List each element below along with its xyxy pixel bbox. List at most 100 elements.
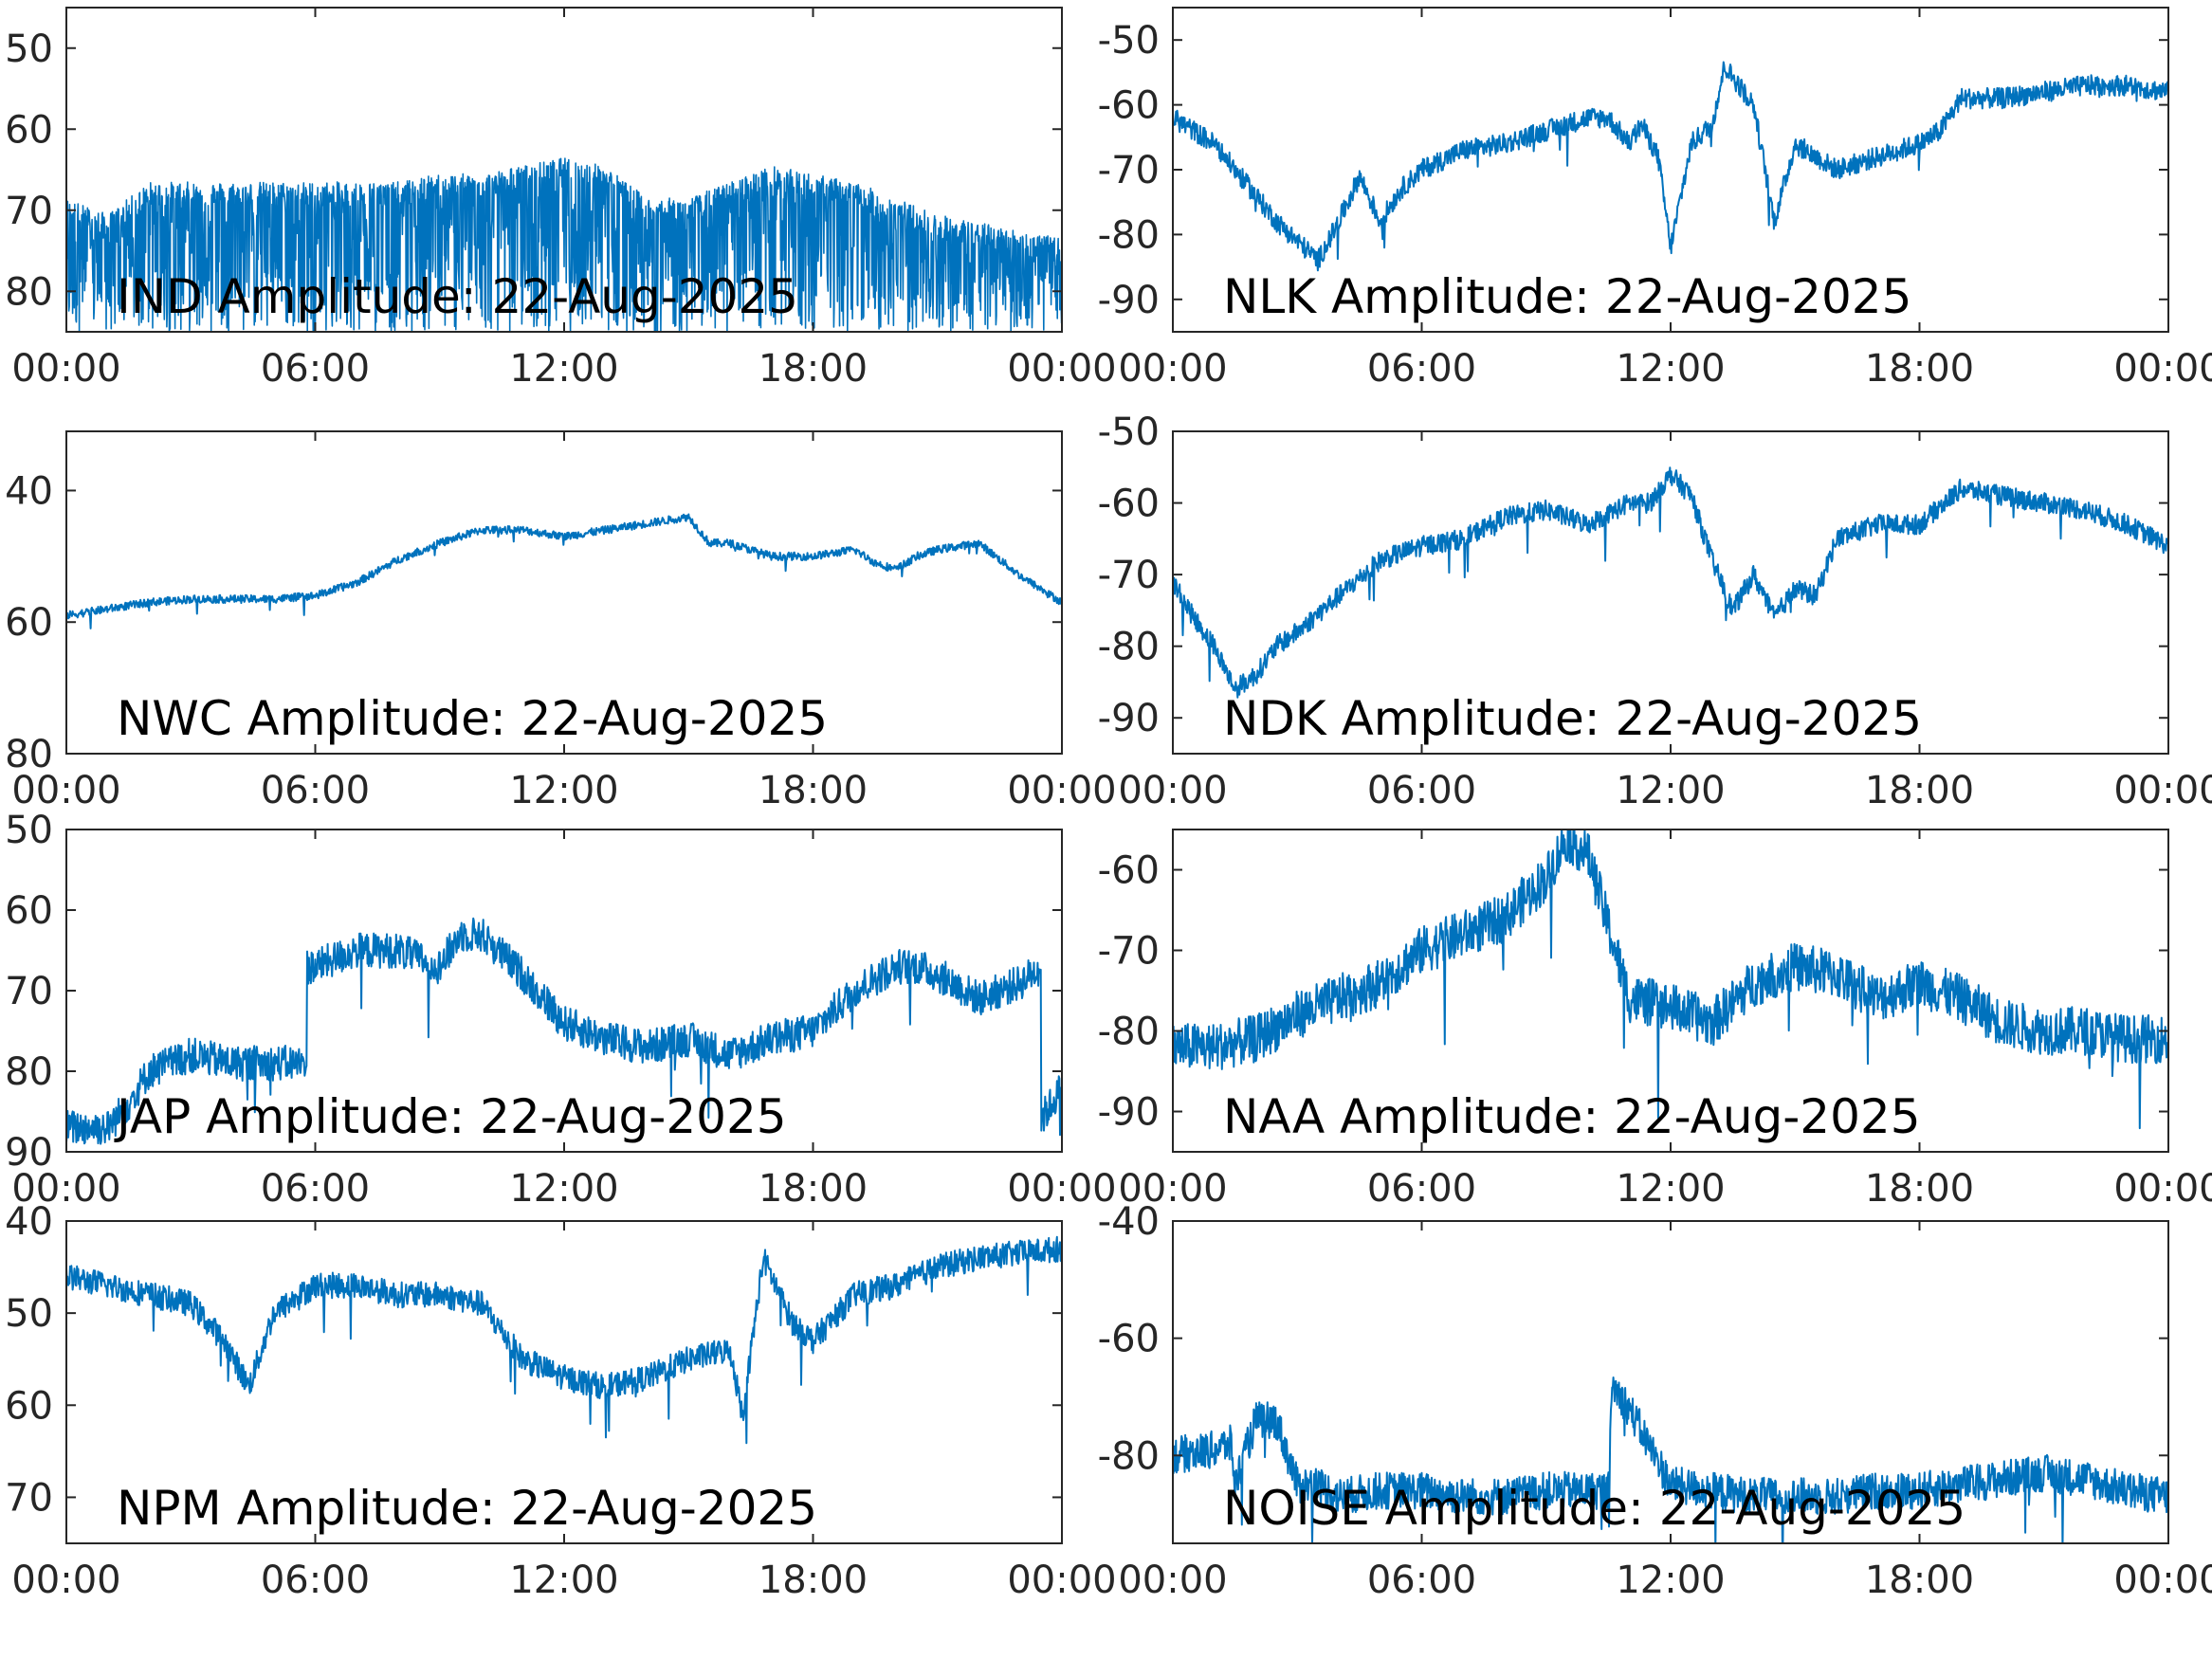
y-tick-label: 80 (5, 1050, 53, 1094)
y-tick-label: 70 (5, 1476, 53, 1520)
y-tick-label: 80 (5, 733, 53, 776)
x-tick-label: 06:00 (261, 1167, 370, 1211)
x-tick-label: 18:00 (1865, 769, 1974, 812)
x-tick-label: 00:00 (1118, 1167, 1227, 1211)
x-tick-label: 18:00 (759, 1167, 868, 1211)
y-tick-label: -90 (1098, 279, 1160, 322)
panel-title: NOISE Amplitude: 22-Aug-2025 (1223, 1481, 1965, 1536)
plot-area (1173, 1376, 2168, 1543)
series-line (1173, 830, 2168, 1130)
x-tick-label: 00:00 (2113, 347, 2212, 391)
panel-title: IND Amplitude: 22-Aug-2025 (117, 269, 798, 324)
series-line (66, 157, 1062, 332)
plot-area (66, 917, 1062, 1145)
y-tick-label: -50 (1098, 410, 1160, 454)
x-tick-label: 18:00 (1865, 347, 1974, 391)
x-tick-label: 00:00 (2113, 769, 2212, 812)
x-tick-label: 00:00 (1007, 1167, 1116, 1211)
y-tick-label: -40 (1098, 1200, 1160, 1244)
x-tick-label: 12:00 (509, 769, 618, 812)
x-tick-label: 00:00 (1007, 769, 1116, 812)
panel-title: JAP Amplitude: 22-Aug-2025 (114, 1089, 787, 1144)
x-tick-label: 12:00 (1616, 1167, 1725, 1211)
x-tick-label: 06:00 (1367, 1167, 1476, 1211)
x-tick-label: 06:00 (261, 347, 370, 391)
x-tick-label: 12:00 (509, 1167, 618, 1211)
x-tick-label: 00:00 (11, 769, 120, 812)
panel-noise: 00:00 06:00 12:00 18:00 00:00 -40 -60 -80 NOISE … (1098, 1200, 2212, 1602)
y-tick-label: -80 (1098, 1434, 1160, 1478)
y-tick-label: -60 (1098, 1318, 1160, 1361)
plot-area (66, 1235, 1062, 1445)
y-tick-label: -60 (1098, 483, 1160, 526)
plot-area (1173, 61, 2168, 272)
x-tick-label: 06:00 (1367, 769, 1476, 812)
y-tick-label: -80 (1098, 213, 1160, 257)
y-tick-label: 40 (5, 1200, 53, 1244)
series-line (1173, 1376, 2168, 1543)
series-line (66, 917, 1062, 1145)
panel-title: NDK Amplitude: 22-Aug-2025 (1223, 691, 1922, 746)
x-tick-label: 12:00 (1616, 347, 1725, 391)
y-tick-label: 70 (5, 970, 53, 1013)
panel-npm: 00:00 06:00 12:00 18:00 00:00 40 50 60 70 NPM Amp… (5, 1200, 1117, 1602)
y-tick-label: -70 (1098, 930, 1160, 974)
x-tick-label: 00:00 (11, 1167, 120, 1211)
x-tick-label: 00:00 (11, 347, 120, 391)
panel-title: NPM Amplitude: 22-Aug-2025 (117, 1481, 817, 1536)
y-tick-label: 60 (5, 601, 53, 645)
y-tick-label: 50 (5, 809, 53, 852)
series-line (1173, 466, 2168, 699)
plot-area (66, 157, 1062, 332)
y-tick-label: -60 (1098, 84, 1160, 128)
x-tick-label: 00:00 (1007, 1559, 1116, 1602)
panel-naa: 00:00 06:00 12:00 18:00 00:00 -60 -70 -80 -90 NAA… (1098, 829, 2212, 1211)
x-tick-label: 00:00 (1118, 769, 1227, 812)
x-tick-label: 00:00 (1007, 347, 1116, 391)
series-line (66, 513, 1062, 629)
plot-area (1173, 830, 2168, 1130)
x-tick-label: 18:00 (759, 1559, 868, 1602)
y-tick-label: 60 (5, 1384, 53, 1428)
x-tick-label: 06:00 (1367, 347, 1476, 391)
series-line (1173, 61, 2168, 272)
y-tick-label: 90 (5, 1131, 53, 1175)
y-tick-label: -80 (1098, 626, 1160, 669)
x-tick-label: 00:00 (2113, 1167, 2212, 1211)
y-tick-label: 60 (5, 889, 53, 933)
x-tick-label: 00:00 (1118, 1559, 1227, 1602)
x-tick-label: 12:00 (1616, 769, 1725, 812)
plot-area (1173, 466, 2168, 699)
y-tick-label: -60 (1098, 849, 1160, 893)
panel-jap: 00:00 06:00 12:00 18:00 00:00 50 60 70 80 90 JAP A… (5, 809, 1117, 1211)
panel-nwc: 00:00 06:00 12:00 18:00 00:00 40 60 80 NWC Ampli… (5, 430, 1117, 812)
y-tick-label: -90 (1098, 1091, 1160, 1135)
y-tick-label: -70 (1098, 149, 1160, 192)
x-tick-label: 18:00 (1865, 1167, 1974, 1211)
x-tick-label: 18:00 (759, 347, 868, 391)
x-tick-label: 06:00 (261, 1559, 370, 1602)
x-tick-label: 18:00 (1865, 1559, 1974, 1602)
y-tick-label: 50 (5, 1292, 53, 1336)
plot-area (66, 513, 1062, 629)
panel-title: NWC Amplitude: 22-Aug-2025 (117, 691, 828, 746)
panel-nlk: 00:00 06:00 12:00 18:00 00:00 -50 -60 -70 -80 -90… (1098, 7, 2212, 391)
x-tick-label: 12:00 (1616, 1559, 1725, 1602)
x-tick-label: 00:00 (2113, 1559, 2212, 1602)
x-tick-label: 06:00 (1367, 1559, 1476, 1602)
x-tick-label: 18:00 (759, 769, 868, 812)
y-tick-label: 80 (5, 270, 53, 314)
y-tick-label: -70 (1098, 554, 1160, 597)
y-tick-label: -50 (1098, 19, 1160, 63)
panel-title: NAA Amplitude: 22-Aug-2025 (1223, 1089, 1921, 1144)
panel-ndk: 00:00 06:00 12:00 18:00 00:00 -50 -60 -70 -80 -90… (1098, 410, 2212, 812)
panel-title: NLK Amplitude: 22-Aug-2025 (1223, 269, 1911, 324)
x-tick-label: 12:00 (509, 1559, 618, 1602)
series-line (66, 1235, 1062, 1445)
x-tick-label: 00:00 (11, 1559, 120, 1602)
x-tick-label: 06:00 (261, 769, 370, 812)
y-tick-label: 40 (5, 469, 53, 513)
y-tick-label: -80 (1098, 1011, 1160, 1054)
panel-ind: 00:00 06:00 12:00 18:00 00:00 50 60 70 80 IND Amp… (5, 7, 1117, 391)
